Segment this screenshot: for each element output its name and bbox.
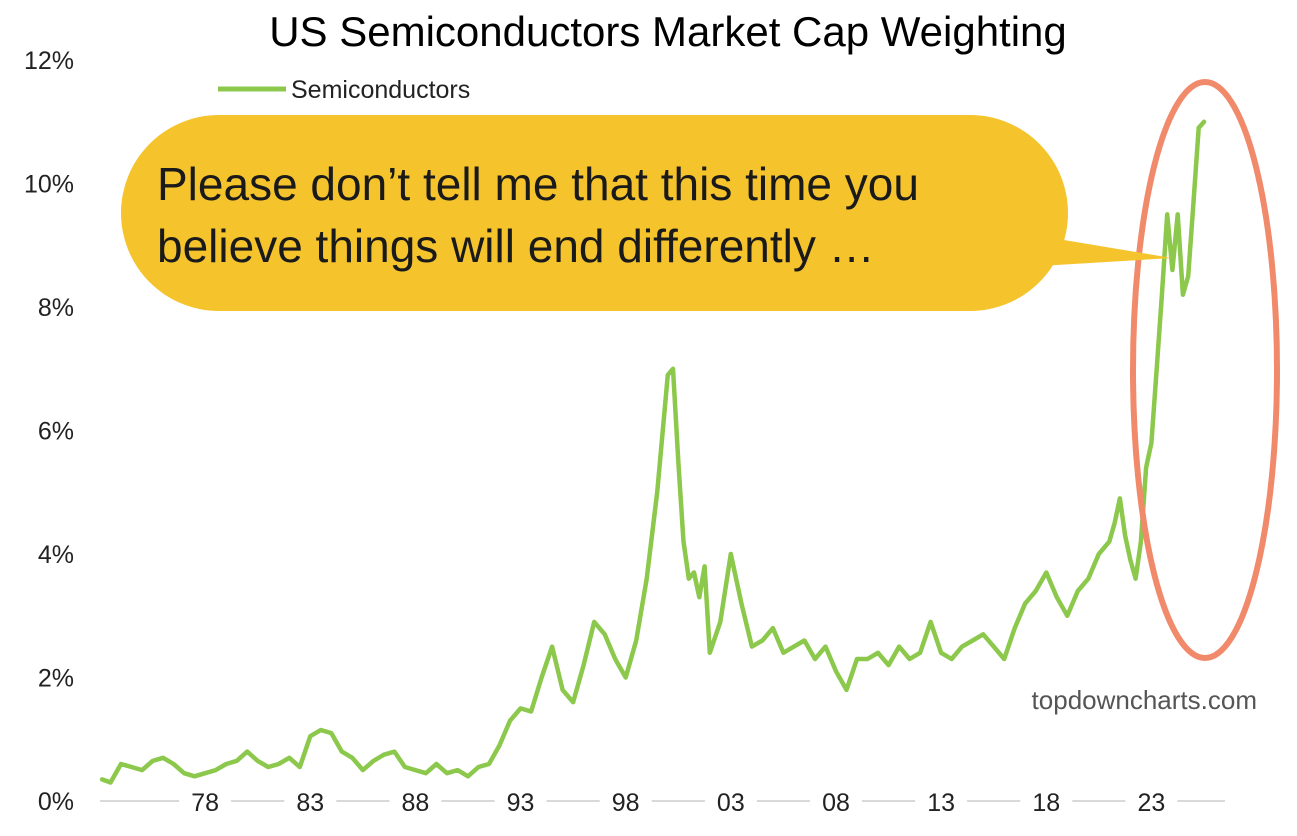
x-tick-label-backing	[809, 795, 862, 807]
x-tick-label: 98	[612, 789, 640, 817]
x-tick-label-backing	[179, 795, 232, 807]
x-tick-label: 93	[507, 789, 535, 817]
x-tick-label-backing	[494, 795, 547, 807]
y-tick-label: 10%	[24, 171, 74, 199]
x-tick-label-backing	[1020, 795, 1073, 807]
x-tick-label-backing	[599, 795, 652, 807]
y-tick-label: 12%	[24, 47, 74, 75]
callout-bubble: Please don’t tell me that this time you …	[121, 115, 1172, 311]
axes: 0% 2% 4% 6% 8% 10% 12% 78 83 88 93 98 03 08 13 18 23	[24, 47, 1225, 817]
y-tick-label: 2%	[38, 665, 74, 693]
watermark: topdowncharts.com	[1032, 685, 1257, 715]
y-tick-label: 6%	[38, 418, 74, 446]
x-tick-label: 83	[296, 789, 324, 817]
x-tick-label-backing	[389, 795, 442, 807]
y-tick-label: 4%	[38, 541, 74, 569]
x-tick-label: 78	[191, 789, 219, 817]
x-tick-label-backing	[915, 795, 968, 807]
chart-title: US Semiconductors Market Cap Weighting	[269, 8, 1067, 55]
x-tick-label: 03	[717, 789, 745, 817]
callout-pointer	[1040, 236, 1172, 266]
callout-text-line2: believe things will end differently …	[157, 220, 875, 272]
x-tick-label: 18	[1032, 789, 1060, 817]
legend: Semiconductors	[218, 76, 470, 104]
legend-label-semiconductors: Semiconductors	[291, 76, 470, 104]
x-tick-label: 08	[822, 789, 850, 817]
x-axis-ticks: 78 83 88 93 98 03 08 13 18 23	[179, 789, 1178, 817]
y-tick-label: 8%	[38, 294, 74, 322]
y-tick-label: 0%	[38, 788, 74, 816]
x-tick-label-backing	[284, 795, 337, 807]
x-tick-label-backing	[704, 795, 757, 807]
x-tick-label: 88	[402, 789, 430, 817]
x-tick-label-backing	[1125, 795, 1178, 807]
callout-text-line1: Please don’t tell me that this time you	[157, 158, 919, 210]
callout-body	[121, 115, 1068, 311]
y-axis-ticks: 0% 2% 4% 6% 8% 10% 12%	[24, 47, 74, 816]
x-tick-label: 23	[1137, 789, 1165, 817]
x-tick-label: 13	[927, 789, 955, 817]
series-line-semiconductors	[99, 119, 1207, 785]
highlight-ellipse	[1130, 79, 1280, 661]
